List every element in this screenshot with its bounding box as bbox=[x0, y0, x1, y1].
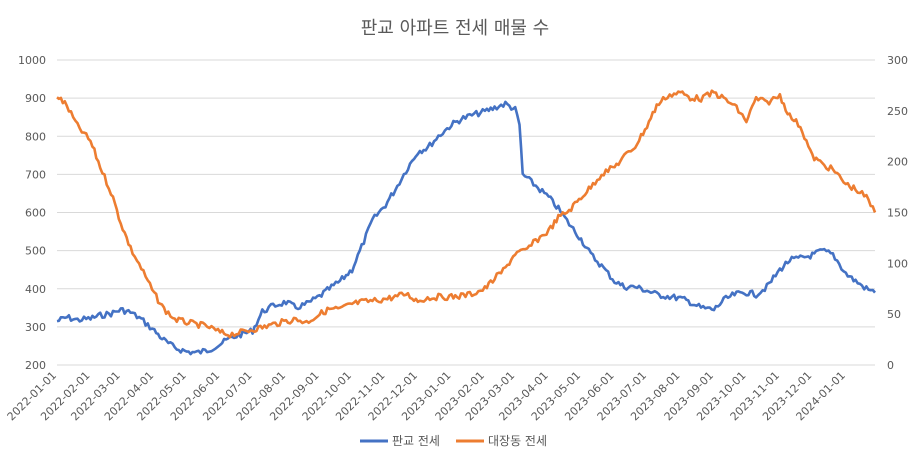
right-tick-label: 100 bbox=[887, 257, 908, 270]
right-tick-label: 300 bbox=[887, 54, 908, 67]
right-tick-label: 0 bbox=[887, 359, 894, 372]
left-tick-label: 200 bbox=[25, 359, 46, 372]
legend-label-daejang: 대장동 전세 bbox=[488, 434, 547, 448]
left-tick-label: 800 bbox=[25, 130, 46, 143]
left-tick-label: 700 bbox=[25, 168, 46, 181]
series-line-pangyo bbox=[56, 100, 876, 356]
right-tick-label: 200 bbox=[887, 156, 908, 169]
left-tick-label: 900 bbox=[25, 92, 46, 105]
left-tick-label: 1000 bbox=[18, 54, 46, 67]
left-tick-label: 600 bbox=[25, 207, 46, 220]
legend: 판교 전세 대장동 전세 bbox=[360, 434, 547, 448]
left-tick-label: 400 bbox=[25, 283, 46, 296]
right-tick-label: 50 bbox=[887, 308, 901, 321]
legend-label-pangyo: 판교 전세 bbox=[392, 434, 440, 448]
series-line-daejang bbox=[56, 89, 877, 339]
left-tick-label: 500 bbox=[25, 245, 46, 258]
left-tick-label: 300 bbox=[25, 321, 46, 334]
series-lines bbox=[56, 89, 877, 356]
right-tick-label: 150 bbox=[887, 207, 908, 220]
chart-title: 판교 아파트 전세 매물 수 bbox=[361, 18, 550, 39]
right-tick-label: 250 bbox=[887, 105, 908, 118]
gridlines bbox=[57, 59, 875, 366]
left-axis-ticks: 200 300 400 500 600 700 800 900 1000 bbox=[18, 54, 46, 372]
right-axis-ticks: 0 50 100 150 200 250 300 bbox=[887, 54, 908, 372]
